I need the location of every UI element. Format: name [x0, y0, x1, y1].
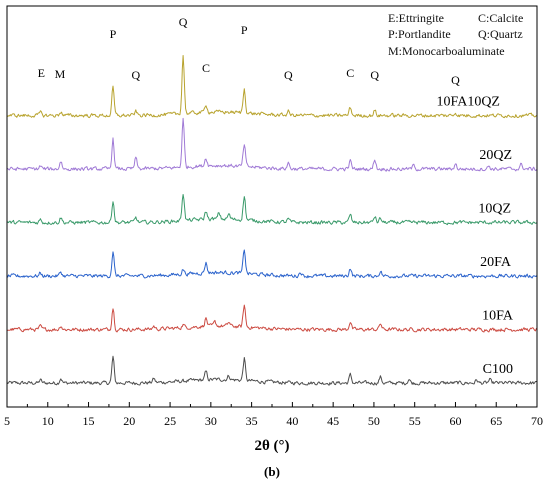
phase-label-q-9: Q [370, 68, 379, 82]
trace-c100 [6, 355, 538, 386]
x-tick-label-5: 5 [4, 414, 10, 428]
legend-entry-calcite: C:Calcite [478, 11, 523, 25]
x-tick-label-50: 50 [368, 414, 380, 428]
x-tick-label-65: 65 [490, 414, 502, 428]
series-label-20fa: 20FA [480, 255, 512, 270]
x-axis-label: 2θ (°) [254, 438, 289, 454]
x-tick-label-40: 40 [286, 414, 298, 428]
trace-20fa [6, 249, 538, 279]
legend: E:Ettringite C:Calcite P:Portlandite Q:Q… [388, 11, 523, 58]
phase-label-q-4: Q [179, 15, 188, 29]
x-tick-label-45: 45 [327, 414, 339, 428]
x-axis: 5 10 15 20 25 30 35 40 45 50 55 60 65 70 [4, 5, 543, 428]
legend-entry-ettringite: E:Ettringite [388, 11, 444, 25]
phase-label-e-0: E [38, 66, 45, 80]
trace-10qz [6, 194, 538, 226]
x-tick-label-55: 55 [409, 414, 421, 428]
x-tick-label-15: 15 [83, 414, 95, 428]
series-label-20qz: 20QZ [479, 148, 512, 163]
x-tick-label-25: 25 [164, 414, 176, 428]
x-tick-label-60: 60 [449, 414, 461, 428]
phase-label-m-1: M [55, 67, 66, 81]
x-tick-label-35: 35 [246, 414, 258, 428]
phase-label-q-3: Q [131, 68, 140, 82]
legend-entry-monocarboaluminate: M:Monocarboaluminate [388, 44, 505, 58]
trace-layer [6, 55, 538, 386]
phase-label-layer: E M P Q Q C P Q C Q Q [38, 15, 461, 87]
series-label-10qz: 10QZ [478, 202, 511, 217]
phase-label-q-7: Q [284, 68, 293, 82]
figure-caption: (b) [264, 464, 280, 479]
legend-entry-quartz: Q:Quartz [478, 27, 523, 41]
x-tick-label-70: 70 [531, 414, 543, 428]
trace-10fa [6, 304, 538, 333]
phase-label-c-5: C [202, 61, 210, 75]
legend-entry-portlandite: P:Portlandite [388, 27, 451, 41]
plot-frame [6, 5, 538, 408]
series-label-10fa10qz: 10FA10QZ [436, 95, 500, 110]
phase-label-p-2: P [110, 27, 117, 41]
trace-10fa10qz [6, 55, 538, 119]
x-tick-label-20: 20 [123, 414, 135, 428]
series-label-layer: C100 10FA 20FA 10QZ 20QZ 10FA10QZ [436, 95, 513, 378]
series-label-c100: C100 [483, 362, 513, 377]
x-tick-layer: 5 10 15 20 25 30 35 40 45 50 55 60 65 70 [4, 402, 543, 428]
phase-label-p-6: P [241, 23, 248, 37]
phase-label-q-10: Q [451, 73, 460, 87]
x-tick-label-10: 10 [42, 414, 54, 428]
series-label-10fa: 10FA [482, 309, 514, 324]
phase-label-c-8: C [346, 66, 354, 80]
trace-20qz [6, 117, 538, 172]
x-tick-label-30: 30 [205, 414, 217, 428]
